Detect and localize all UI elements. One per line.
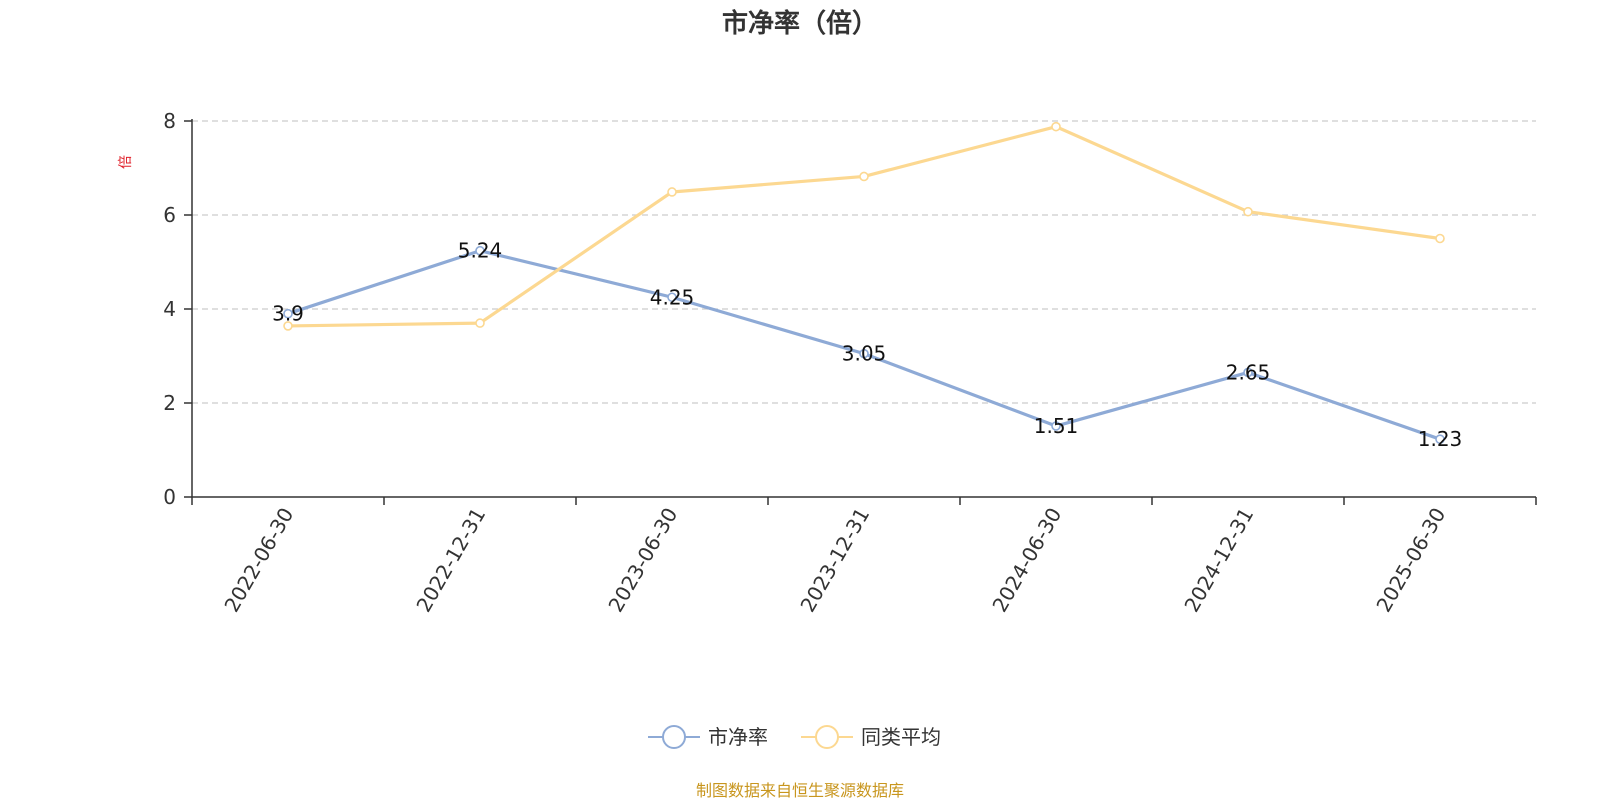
grid-layer [192, 120, 1536, 404]
data-label: 2.65 [1226, 360, 1271, 384]
y-tick-label: 0 [163, 485, 176, 509]
data-point [475, 245, 485, 256]
legend-label: 市净率 [708, 725, 768, 749]
legend-marker [662, 725, 686, 749]
series-layer [283, 121, 1445, 444]
data-point [1051, 121, 1061, 132]
data-point [1243, 206, 1253, 217]
series-line-1 [287, 125, 1441, 328]
data-label: 3.9 [272, 302, 304, 326]
x-tick-label: 2024-12-31 [1179, 504, 1258, 617]
legend-item-1: 同类平均 [801, 725, 941, 749]
data-point [667, 187, 677, 197]
data-point [859, 171, 869, 182]
data-label-layer: 3.9 5.24 4.25 3.05 1.51 2.65 1.23 [272, 239, 1462, 451]
data-point [859, 348, 869, 359]
x-tick-label: 2022-12-31 [411, 504, 490, 617]
legend: 市净率 同类平均 [648, 725, 941, 749]
data-point [1435, 434, 1445, 444]
data-point [283, 308, 293, 319]
chart-title: 市净率（倍） [722, 8, 878, 39]
source-note: 制图数据来自恒生聚源数据库 [696, 781, 904, 800]
x-tick-label: 2024-06-30 [987, 504, 1066, 617]
data-label: 1.51 [1034, 414, 1079, 438]
x-tick-label: 2025-06-30 [1371, 504, 1450, 617]
x-tick-label: 2023-12-31 [795, 504, 874, 617]
data-point [283, 321, 293, 331]
y-axis-label: 倍 [118, 155, 134, 169]
data-point [475, 318, 485, 328]
data-point [1051, 421, 1061, 431]
y-tick-label: 4 [163, 297, 176, 321]
y-tick-label: 2 [163, 391, 176, 415]
x-tick-label: 2023-06-30 [603, 504, 682, 617]
y-tick-label: 8 [163, 109, 176, 133]
data-label: 3.05 [842, 342, 887, 366]
data-point [1435, 233, 1445, 244]
legend-label: 同类平均 [861, 725, 941, 749]
data-label: 5.24 [458, 239, 503, 263]
legend-marker [815, 725, 839, 749]
data-label: 1.23 [1418, 427, 1463, 451]
data-point [1243, 367, 1253, 378]
y-tick-label: 6 [163, 203, 176, 227]
x-tick-label: 2022-06-30 [219, 504, 298, 617]
legend-item-0: 市净率 [648, 725, 768, 749]
data-point [667, 292, 677, 303]
data-label: 4.25 [650, 285, 695, 309]
